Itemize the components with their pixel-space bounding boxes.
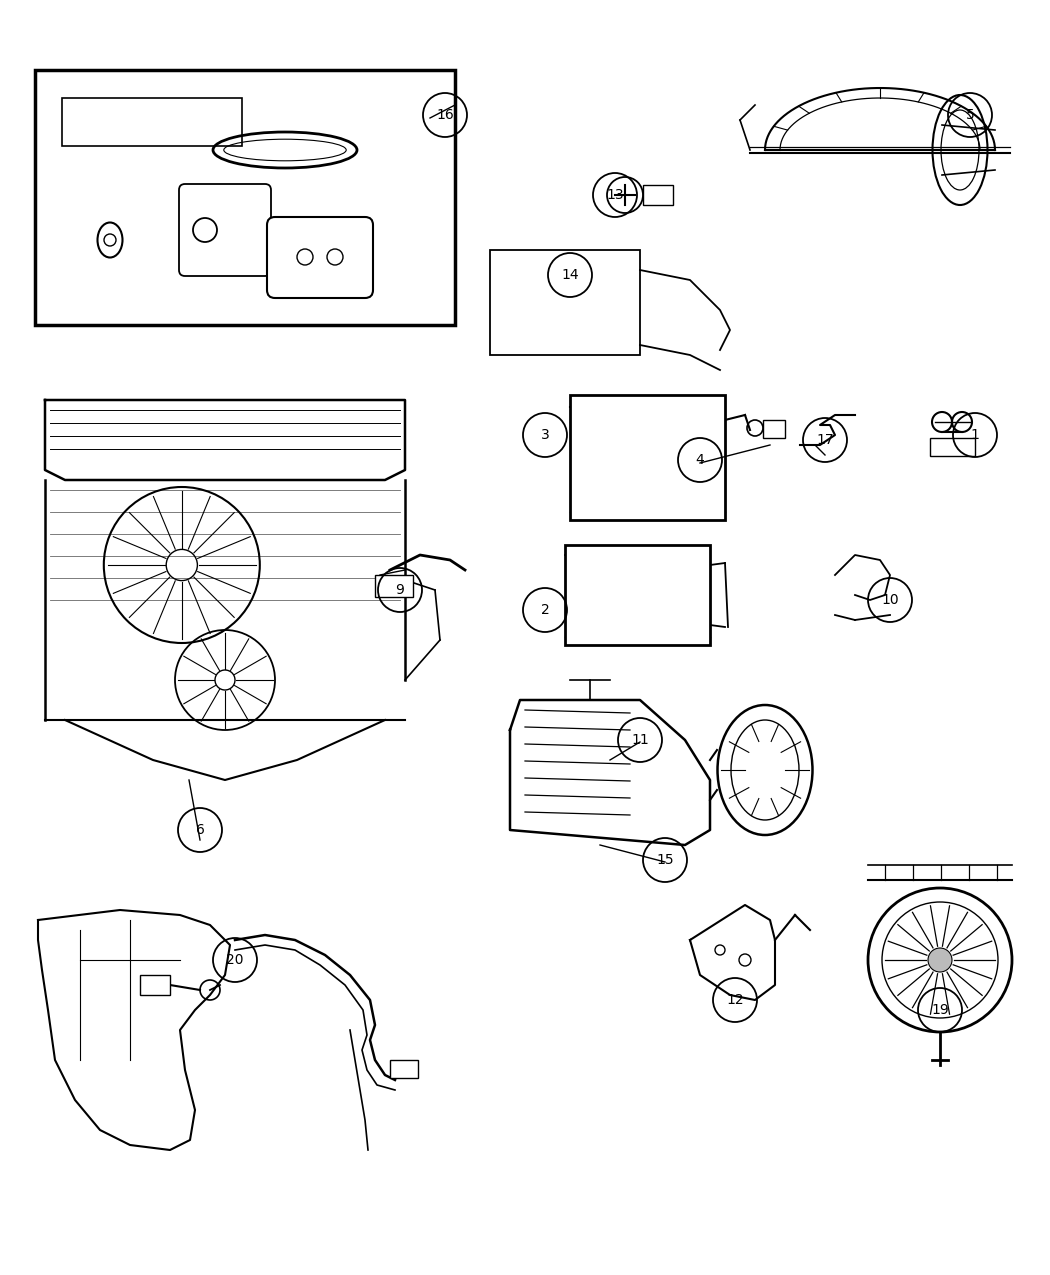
Text: 12: 12: [727, 993, 743, 1007]
Text: 4: 4: [695, 453, 705, 467]
Text: 9: 9: [396, 583, 404, 597]
Text: 3: 3: [541, 428, 549, 442]
Text: 16: 16: [436, 108, 454, 122]
Bar: [390, 1060, 418, 1077]
FancyBboxPatch shape: [178, 184, 271, 275]
Text: 17: 17: [816, 434, 834, 448]
Text: 19: 19: [931, 1003, 949, 1017]
Bar: [35, 70, 455, 325]
Text: 11: 11: [631, 733, 649, 747]
Bar: [490, 250, 640, 354]
Text: 10: 10: [881, 593, 899, 607]
Bar: [570, 395, 724, 520]
Text: 15: 15: [656, 853, 674, 867]
Circle shape: [928, 949, 952, 972]
Text: 13: 13: [606, 187, 624, 201]
Bar: [565, 544, 710, 645]
Text: 14: 14: [561, 268, 579, 282]
Bar: [763, 419, 785, 439]
Text: 20: 20: [226, 952, 244, 966]
Text: 6: 6: [195, 822, 205, 836]
FancyBboxPatch shape: [267, 217, 373, 298]
Text: 1: 1: [970, 428, 980, 442]
Bar: [375, 575, 413, 597]
Bar: [62, 98, 242, 147]
Bar: [140, 975, 170, 994]
Text: 2: 2: [541, 603, 549, 617]
Text: 5: 5: [966, 108, 974, 122]
Bar: [643, 185, 673, 205]
Bar: [930, 439, 975, 456]
